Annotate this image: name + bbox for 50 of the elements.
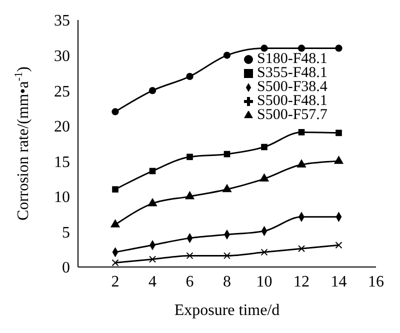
point: [184, 190, 195, 200]
point: [223, 52, 231, 59]
point: [296, 159, 306, 168]
x-tick-label: 8: [223, 273, 231, 290]
legend-label: S500-F38.4: [257, 79, 328, 95]
y-tick-label: 35: [54, 12, 70, 30]
point: [186, 154, 193, 160]
point: [336, 130, 342, 136]
x-tick-label: 6: [186, 273, 194, 290]
x-axis-title: Exposure time/d: [174, 302, 280, 319]
point: [148, 87, 156, 94]
point: [260, 248, 268, 256]
y-tick-label: 10: [54, 189, 70, 206]
legend-label: S180-F48.1: [257, 51, 328, 67]
point: [224, 150, 230, 158]
x-tick-label: 12: [294, 273, 310, 290]
point: [112, 186, 118, 193]
y-tick-label: 5: [62, 224, 70, 242]
y-tick-label: 30: [54, 48, 70, 65]
y-tick-label: 25: [54, 83, 70, 100]
point: [148, 198, 158, 206]
point: [112, 259, 119, 266]
point: [298, 245, 305, 252]
legend-label: S500-F48.1: [257, 93, 328, 109]
point: [334, 156, 344, 164]
x-tick-label: 16: [368, 273, 384, 290]
point: [149, 256, 156, 263]
point: [260, 44, 268, 52]
x-tick-label: 14: [330, 273, 347, 290]
point: [186, 72, 194, 80]
point: [298, 129, 305, 136]
point: [298, 44, 306, 52]
point: [186, 252, 194, 260]
point: [222, 184, 232, 192]
point: [335, 44, 342, 52]
point: [112, 108, 119, 116]
point: [110, 219, 120, 228]
y-tick-label: 0: [62, 260, 70, 277]
point: [224, 252, 230, 260]
y-tick-label: 20: [54, 118, 70, 136]
point: [261, 144, 268, 150]
point: [335, 242, 342, 249]
y-tick-label: 15: [54, 154, 70, 171]
legend-label: S355-F48.1: [257, 65, 328, 81]
x-tick-label: 10: [256, 273, 272, 290]
x-tick-label: 4: [148, 273, 156, 290]
legend-label: S500-F57.7: [257, 107, 328, 123]
x-tick-label: 2: [111, 273, 120, 290]
point: [259, 173, 270, 182]
point: [149, 168, 156, 174]
